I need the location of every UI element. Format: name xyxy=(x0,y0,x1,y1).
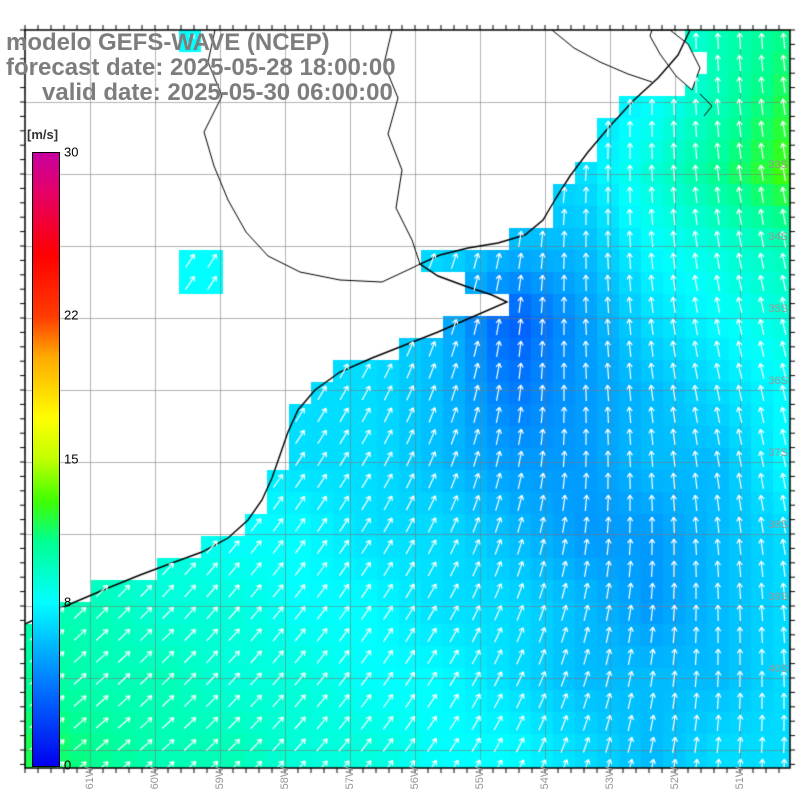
lon-label: 60W xyxy=(149,766,161,790)
colorbar-tick-label: 30 xyxy=(64,144,79,160)
colorbar-unit-label: [m/s] xyxy=(27,127,59,142)
colorbar-tick-label: 22 xyxy=(64,307,79,323)
colorbar-tick-label: 8 xyxy=(64,594,72,610)
lon-label: 56W xyxy=(409,766,421,790)
lat-label: 33S xyxy=(768,159,788,171)
title-block: modelo GEFS-WAVE (NCEP) forecast date: 2… xyxy=(6,30,396,105)
lon-label: 54W xyxy=(539,766,551,790)
lat-label: 36S xyxy=(768,375,788,387)
forecast-date: forecast date: 2025-05-28 18:00:00 xyxy=(6,54,396,81)
lat-label: 34S xyxy=(768,231,788,243)
lat-label: 38S xyxy=(768,519,788,531)
lat-label: 37S xyxy=(768,447,788,459)
colorbar xyxy=(32,152,60,767)
colorbar-tick-label: 0 xyxy=(64,757,72,773)
valid-date: valid date: 2025-05-30 06:00:00 xyxy=(42,79,393,106)
lon-label: 51W xyxy=(734,766,746,790)
lon-label: 59W xyxy=(214,766,226,790)
lon-label: 52W xyxy=(669,766,681,790)
colorbar-tick-label: 15 xyxy=(64,451,79,466)
lon-label: 55W xyxy=(474,766,486,790)
lon-label: 61W xyxy=(84,766,96,790)
model-name: modelo GEFS-WAVE (NCEP) xyxy=(6,29,330,56)
lon-label: 58W xyxy=(279,766,291,790)
lon-label: 57W xyxy=(344,766,356,790)
lat-label: 40S xyxy=(768,663,788,675)
lon-label: 53W xyxy=(604,766,616,790)
lat-label: 35S xyxy=(768,303,788,315)
lat-label: 39S xyxy=(768,591,788,603)
